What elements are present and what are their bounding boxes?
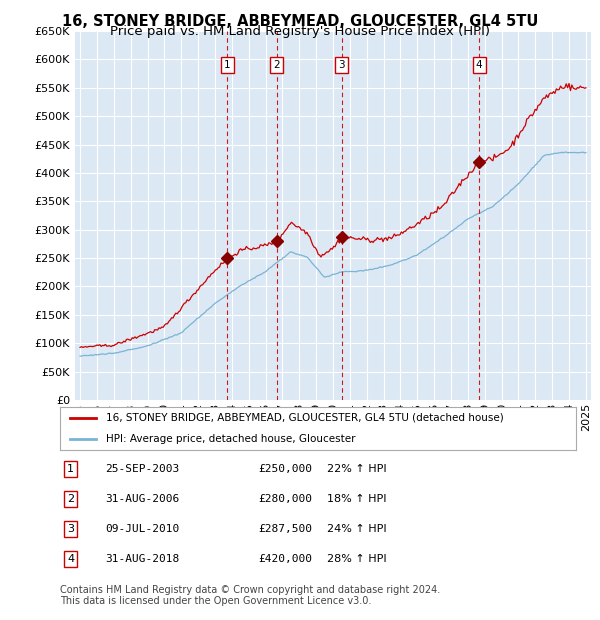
Text: 4: 4 (67, 554, 74, 564)
Text: £420,000: £420,000 (258, 554, 312, 564)
Text: 16, STONEY BRIDGE, ABBEYMEAD, GLOUCESTER, GL4 5TU: 16, STONEY BRIDGE, ABBEYMEAD, GLOUCESTER… (62, 14, 538, 29)
Text: 2: 2 (274, 60, 280, 70)
Text: 31-AUG-2018: 31-AUG-2018 (105, 554, 179, 564)
Text: 22% ↑ HPI: 22% ↑ HPI (327, 464, 386, 474)
Text: 16, STONEY BRIDGE, ABBEYMEAD, GLOUCESTER, GL4 5TU (detached house): 16, STONEY BRIDGE, ABBEYMEAD, GLOUCESTER… (106, 413, 504, 423)
Text: 2: 2 (67, 494, 74, 504)
Text: HPI: Average price, detached house, Gloucester: HPI: Average price, detached house, Glou… (106, 434, 356, 444)
Text: 31-AUG-2006: 31-AUG-2006 (105, 494, 179, 504)
Text: £280,000: £280,000 (258, 494, 312, 504)
Text: 28% ↑ HPI: 28% ↑ HPI (327, 554, 386, 564)
Text: £250,000: £250,000 (258, 464, 312, 474)
Text: 4: 4 (476, 60, 482, 70)
Text: 1: 1 (67, 464, 74, 474)
Text: 09-JUL-2010: 09-JUL-2010 (105, 524, 179, 534)
Text: 24% ↑ HPI: 24% ↑ HPI (327, 524, 386, 534)
Text: £287,500: £287,500 (258, 524, 312, 534)
Text: 3: 3 (67, 524, 74, 534)
Text: Price paid vs. HM Land Registry's House Price Index (HPI): Price paid vs. HM Land Registry's House … (110, 25, 490, 38)
Text: 25-SEP-2003: 25-SEP-2003 (105, 464, 179, 474)
Text: 18% ↑ HPI: 18% ↑ HPI (327, 494, 386, 504)
Text: Contains HM Land Registry data © Crown copyright and database right 2024.
This d: Contains HM Land Registry data © Crown c… (60, 585, 440, 606)
Text: 3: 3 (338, 60, 345, 70)
Text: 1: 1 (224, 60, 230, 70)
